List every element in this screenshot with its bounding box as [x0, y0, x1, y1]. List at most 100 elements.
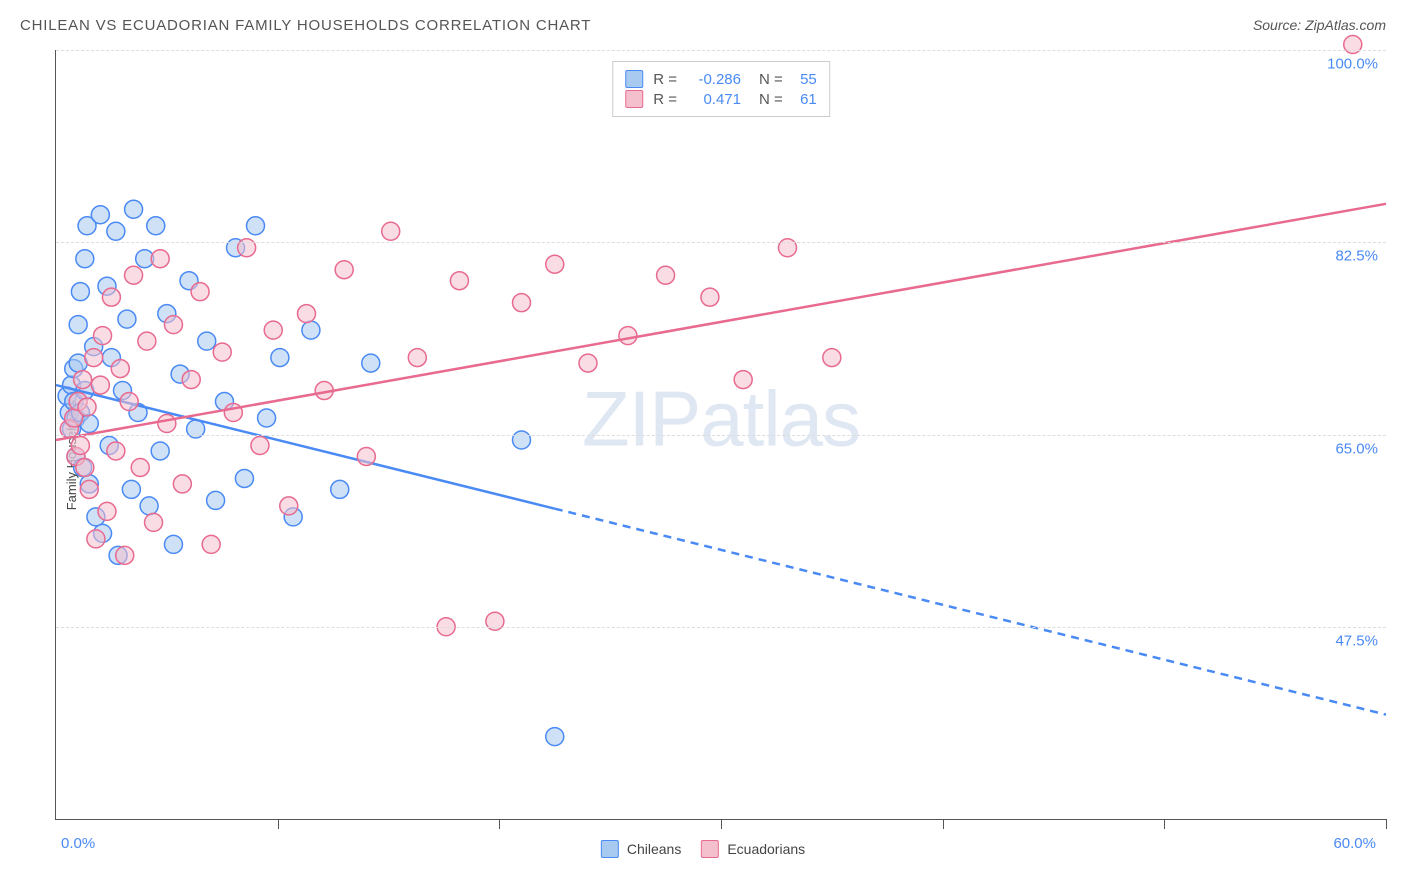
- scatter-point: [85, 349, 103, 367]
- ytick-label: 100.0%: [1327, 56, 1378, 73]
- scatter-point: [357, 447, 375, 465]
- scatter-point: [125, 200, 143, 218]
- regression-line-extrapolated: [555, 509, 1386, 715]
- scatter-point: [513, 294, 531, 312]
- scatter-point: [701, 288, 719, 306]
- scatter-point: [98, 502, 116, 520]
- scatter-point: [74, 371, 92, 389]
- scatter-point: [125, 266, 143, 284]
- xaxis-min-label: 0.0%: [61, 835, 95, 852]
- scatter-point: [164, 316, 182, 334]
- scatter-point: [207, 491, 225, 509]
- regression-line: [56, 204, 1386, 440]
- xtick: [499, 819, 500, 829]
- scatter-point: [91, 206, 109, 224]
- ytick-label: 47.5%: [1335, 632, 1378, 649]
- legend-item: Chileans: [601, 840, 681, 858]
- ytick-label: 65.0%: [1335, 440, 1378, 457]
- stats-row: R = -0.286 N = 55: [625, 70, 817, 88]
- scatter-point: [118, 310, 136, 328]
- scatter-point: [71, 283, 89, 301]
- scatter-point: [151, 250, 169, 268]
- grid-line: [56, 50, 1386, 51]
- scatter-point: [164, 535, 182, 553]
- scatter-point: [145, 513, 163, 531]
- scatter-point: [280, 497, 298, 515]
- legend-label: Chileans: [627, 841, 681, 857]
- scatter-point: [76, 458, 94, 476]
- scatter-point: [657, 266, 675, 284]
- scatter-point: [546, 728, 564, 746]
- stats-n-value: 61: [793, 91, 817, 108]
- scatter-point: [76, 250, 94, 268]
- scatter-point: [69, 316, 87, 334]
- stats-r-label: R =: [653, 91, 677, 108]
- scatter-point: [107, 222, 125, 240]
- stats-swatch: [625, 70, 643, 88]
- stats-n-value: 55: [793, 71, 817, 88]
- xaxis-max-label: 60.0%: [1333, 835, 1376, 852]
- scatter-point: [158, 415, 176, 433]
- scatter-point: [331, 480, 349, 498]
- grid-line: [56, 242, 1386, 243]
- scatter-point: [450, 272, 468, 290]
- stats-row: R = 0.471 N = 61: [625, 90, 817, 108]
- scatter-point: [120, 393, 138, 411]
- scatter-point: [251, 436, 269, 454]
- scatter-point: [138, 332, 156, 350]
- scatter-point: [546, 255, 564, 273]
- scatter-point: [182, 371, 200, 389]
- plot-area: ZIPatlas R =-0.286N =55R =0.471N =61 47.…: [55, 50, 1386, 820]
- legend-swatch: [701, 840, 719, 858]
- scatter-point: [173, 475, 191, 493]
- xtick: [721, 819, 722, 829]
- stats-r-value: -0.286: [687, 71, 741, 88]
- xtick: [278, 819, 279, 829]
- scatter-point: [382, 222, 400, 240]
- scatter-point: [579, 354, 597, 372]
- stats-legend-box: R = -0.286 N = 55 R = 0.471 N = 61: [612, 61, 830, 117]
- bottom-legend: Chileans Ecuadorians: [601, 840, 805, 858]
- scatter-point: [297, 305, 315, 323]
- chart-header: CHILEAN VS ECUADORIAN FAMILY HOUSEHOLDS …: [10, 10, 1396, 40]
- scatter-point: [302, 321, 320, 339]
- scatter-point: [80, 480, 98, 498]
- scatter-point: [408, 349, 426, 367]
- scatter-point: [147, 217, 165, 235]
- scatter-point: [102, 288, 120, 306]
- stats-swatch: [625, 90, 643, 108]
- xtick: [1164, 819, 1165, 829]
- stats-n-label: N =: [759, 91, 783, 108]
- scatter-point: [78, 398, 96, 416]
- stats-r-value: 0.471: [687, 91, 741, 108]
- chart-source: Source: ZipAtlas.com: [1253, 17, 1386, 33]
- xtick: [1386, 819, 1387, 829]
- scatter-point: [191, 283, 209, 301]
- scatter-point: [823, 349, 841, 367]
- scatter-point: [258, 409, 276, 427]
- scatter-point: [131, 458, 149, 476]
- scatter-point: [271, 349, 289, 367]
- grid-line: [56, 435, 1386, 436]
- xtick: [943, 819, 944, 829]
- legend-item: Ecuadorians: [701, 840, 805, 858]
- plot-container: Family Households ZIPatlas R =-0.286N =5…: [10, 40, 1396, 870]
- scatter-point: [235, 469, 253, 487]
- scatter-point: [198, 332, 216, 350]
- scatter-point: [213, 343, 231, 361]
- scatter-point: [87, 530, 105, 548]
- scatter-point: [111, 360, 129, 378]
- scatter-point: [94, 327, 112, 345]
- stats-n-label: N =: [759, 71, 783, 88]
- grid-line: [56, 627, 1386, 628]
- scatter-point: [202, 535, 220, 553]
- scatter-point: [91, 376, 109, 394]
- scatter-point: [122, 480, 140, 498]
- ytick-label: 82.5%: [1335, 248, 1378, 265]
- stats-r-label: R =: [653, 71, 677, 88]
- scatter-point: [151, 442, 169, 460]
- scatter-point: [734, 371, 752, 389]
- legend-swatch: [601, 840, 619, 858]
- scatter-point: [71, 436, 89, 454]
- scatter-point: [107, 442, 125, 460]
